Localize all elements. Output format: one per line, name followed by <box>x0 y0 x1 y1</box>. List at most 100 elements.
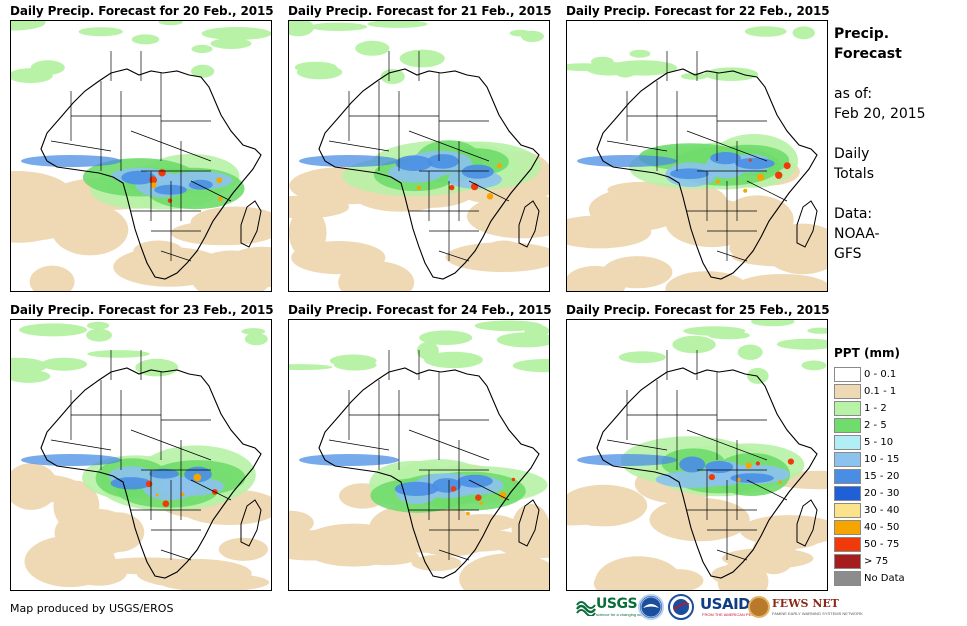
precip-patch <box>461 164 494 179</box>
legend-swatch <box>834 384 861 399</box>
totals-line1: Daily <box>834 146 870 162</box>
country-border <box>328 140 390 152</box>
legend-label: 10 - 15 <box>864 454 900 465</box>
precip-patch <box>135 358 179 377</box>
heavy-precip-cell <box>479 501 483 505</box>
heavy-precip-cell <box>757 173 765 181</box>
heavy-precip-cell <box>715 179 720 184</box>
precip-patch <box>680 72 708 80</box>
usgs-emblem-icon <box>576 601 596 616</box>
totals-line2: Totals <box>834 166 874 182</box>
legend-label: 50 - 75 <box>864 539 900 550</box>
dry-patch <box>170 220 271 246</box>
fews-globe-icon <box>748 596 770 618</box>
dry-patch <box>567 484 648 527</box>
dry-patch <box>602 256 673 289</box>
map-canvas <box>11 21 271 291</box>
precip-patch <box>158 21 183 26</box>
legend-swatch <box>834 469 861 484</box>
precip-patch <box>670 168 709 179</box>
precip-patch <box>751 320 795 327</box>
heavy-precip-cell <box>162 500 170 507</box>
legend-label: 15 - 20 <box>864 471 900 482</box>
africa-coastline <box>318 68 540 280</box>
noaa-logo-icon <box>638 594 664 620</box>
legend-item: 15 - 20 <box>834 468 958 485</box>
precip-patch <box>394 481 439 496</box>
precip-patch <box>201 27 271 40</box>
country-border <box>190 479 232 501</box>
heavy-precip-cell <box>743 188 748 193</box>
legend-item: 20 - 30 <box>834 485 958 502</box>
dry-patch <box>721 195 794 245</box>
precip-patch <box>744 26 787 37</box>
precip-patch <box>87 350 150 358</box>
heavy-precip-cell <box>193 473 202 482</box>
heavy-precip-cell <box>736 477 741 482</box>
precip-map <box>10 319 272 591</box>
precip-patch <box>792 26 815 40</box>
africa-coastline <box>318 367 540 579</box>
panel-title: Daily Precip. Forecast for 22 Feb., 2015 <box>566 4 830 18</box>
forecast-panel-1: Daily Precip. Forecast for 20 Feb., 2015 <box>10 4 278 294</box>
map-info: Precip. Forecast as of: Feb 20, 2015 Dai… <box>834 24 954 264</box>
legend-label: 1 - 2 <box>864 403 887 414</box>
country-border <box>716 549 748 561</box>
legend-label: 40 - 50 <box>864 522 900 533</box>
precip-patch <box>355 40 390 56</box>
country-border <box>190 180 232 202</box>
dry-patch <box>24 535 116 588</box>
fews-wordmark: FEWS NET <box>772 597 839 610</box>
country-border <box>606 439 668 451</box>
africa-coastline <box>40 367 262 579</box>
legend-label: 2 - 5 <box>864 420 887 431</box>
precip-patch <box>730 473 774 483</box>
heavy-precip-cell <box>475 494 482 501</box>
precip-patch <box>121 170 156 185</box>
legend-item: 1 - 2 <box>834 400 958 417</box>
legend-swatch <box>834 503 861 518</box>
precip-patch <box>160 477 224 496</box>
precip-patch <box>618 351 666 364</box>
fews-net-logo: FEWS NET FAMINE EARLY WARNING SYSTEMS NE… <box>748 594 863 620</box>
legend-swatch <box>834 367 861 382</box>
dry-patch <box>739 515 827 547</box>
precip-patch <box>707 331 750 340</box>
forecast-panel-6: Daily Precip. Forecast for 25 Feb., 2015 <box>566 303 834 593</box>
precip-patch <box>801 360 827 371</box>
map-canvas <box>289 21 549 291</box>
fews-tagline: FAMINE EARLY WARNING SYSTEMS NETWORK <box>772 611 863 616</box>
precip-map <box>288 319 550 591</box>
map-credit: Map produced by USGS/EROS <box>10 602 174 615</box>
legend-label: 0 - 0.1 <box>864 369 897 380</box>
precip-map <box>10 20 272 292</box>
usgs-wordmark: USGS <box>596 596 638 612</box>
precip-patch <box>40 357 88 371</box>
legend-item: > 75 <box>834 553 958 570</box>
precip-patch <box>329 354 377 367</box>
dry-patch <box>11 171 74 221</box>
data-source-line1: NOAA- <box>834 226 880 242</box>
precip-map <box>566 20 828 292</box>
dry-patch <box>567 215 652 249</box>
africa-coastline <box>596 68 818 280</box>
africa-coastline <box>596 367 818 579</box>
precip-patch <box>509 29 531 37</box>
asof-label: as of: <box>834 86 873 102</box>
legend-swatch <box>834 554 861 569</box>
country-border <box>468 180 510 202</box>
heavy-precip-cell <box>216 177 223 184</box>
country-border <box>328 439 390 451</box>
asof-date: Feb 20, 2015 <box>834 106 926 122</box>
legend-item: 50 - 75 <box>834 536 958 553</box>
precip-patch <box>424 351 483 369</box>
forecast-panel-5: Daily Precip. Forecast for 24 Feb., 2015 <box>288 303 556 593</box>
forecast-panel-2: Daily Precip. Forecast for 21 Feb., 2015 <box>288 4 556 294</box>
map-canvas <box>289 320 549 590</box>
precip-patch <box>190 64 215 78</box>
precip-patch <box>131 34 160 45</box>
precip-patch <box>704 67 759 81</box>
precip-patch <box>399 49 445 68</box>
dry-patch <box>222 246 271 288</box>
dry-patch <box>53 480 100 532</box>
